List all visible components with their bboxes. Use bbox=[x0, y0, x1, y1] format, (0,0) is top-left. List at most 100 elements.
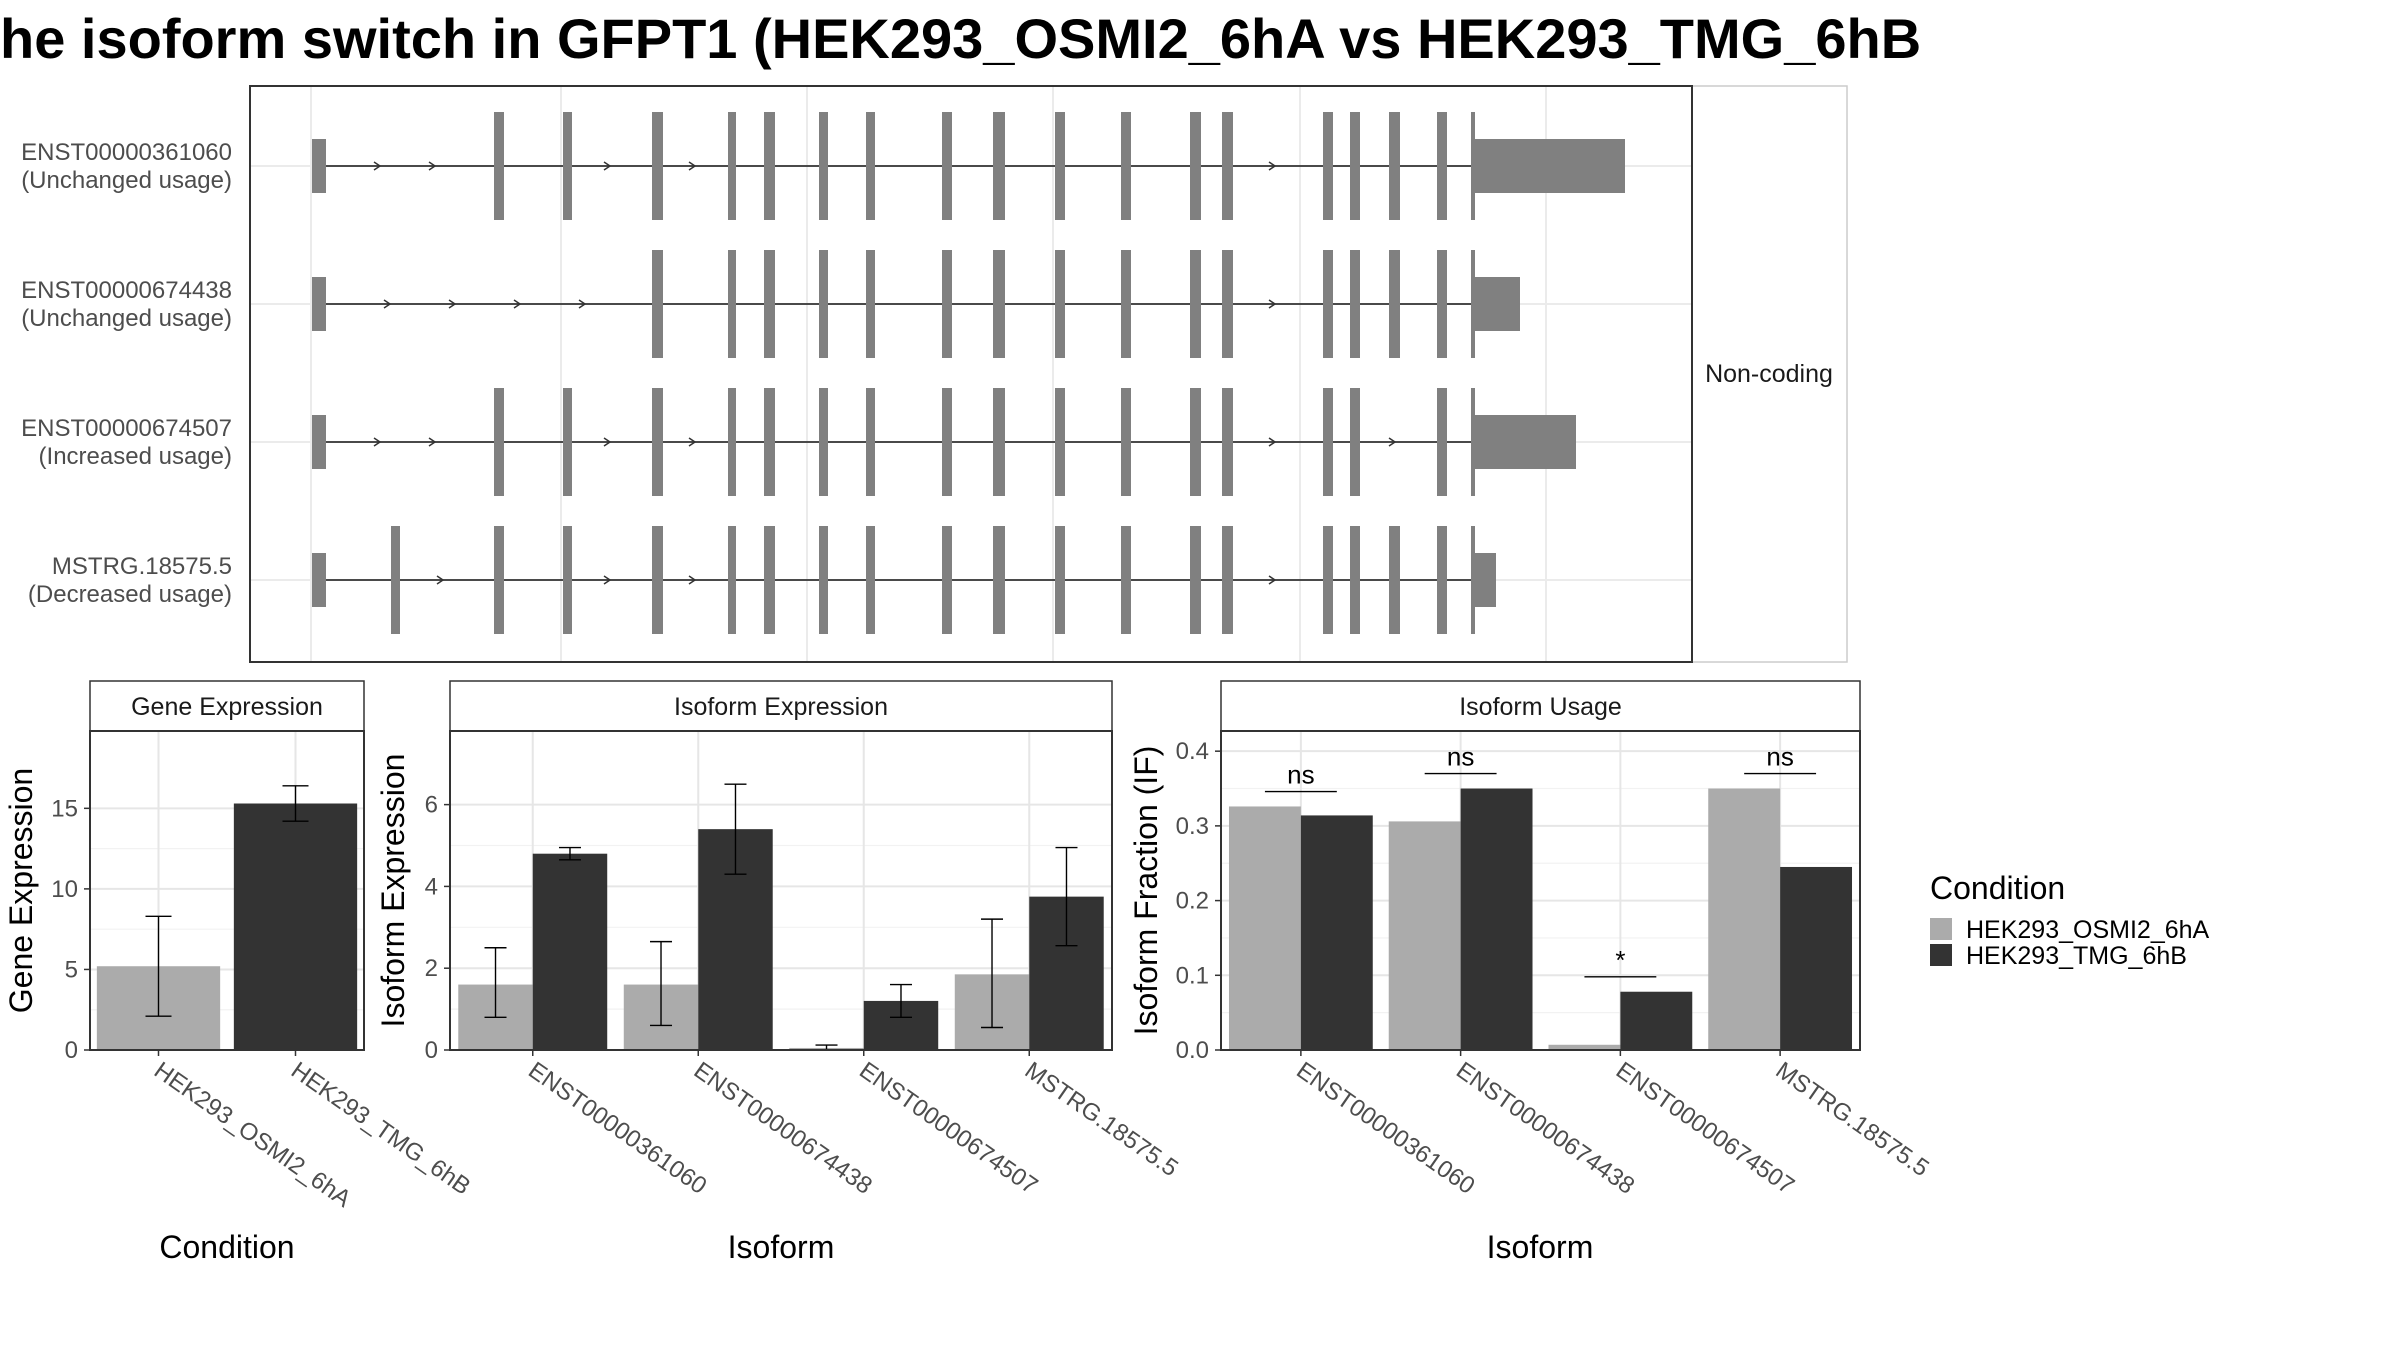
bar bbox=[1548, 1044, 1621, 1050]
exon bbox=[494, 112, 504, 220]
y-tick-label: 10 bbox=[51, 876, 78, 903]
strand-arrow bbox=[373, 437, 382, 447]
panel-border bbox=[1220, 730, 1861, 1051]
transcript-id: ENST00000361060 bbox=[21, 139, 232, 166]
exon bbox=[1055, 388, 1065, 496]
y-tick-label: 0 bbox=[425, 1037, 438, 1064]
bar bbox=[1708, 788, 1781, 1050]
exon bbox=[1389, 526, 1400, 634]
exon bbox=[942, 388, 952, 496]
exon bbox=[728, 250, 736, 358]
exon bbox=[1323, 388, 1333, 496]
transcript-id: ENST00000674507 bbox=[21, 415, 232, 442]
x-tick-label: ENST00000361060 bbox=[523, 1057, 711, 1200]
bar bbox=[233, 803, 358, 1050]
bar bbox=[1300, 815, 1373, 1050]
y-tick-label: 5 bbox=[65, 956, 78, 983]
strand-arrow bbox=[603, 575, 612, 585]
exon bbox=[1389, 112, 1400, 220]
exon-utr bbox=[1475, 139, 1625, 193]
bar bbox=[1620, 991, 1693, 1050]
strand-arrow bbox=[428, 161, 437, 171]
transcript-model bbox=[312, 112, 1625, 220]
transcript-model bbox=[312, 526, 1496, 634]
exon bbox=[1350, 526, 1360, 634]
exon bbox=[652, 388, 663, 496]
legend-label: HEK293_OSMI2_6hA bbox=[1966, 916, 2210, 944]
strand-arrow bbox=[383, 299, 392, 309]
exon bbox=[993, 388, 1005, 496]
exon bbox=[728, 526, 736, 634]
transcript-id: ENST00000674438 bbox=[21, 277, 232, 304]
exon bbox=[1190, 526, 1201, 634]
bar bbox=[1460, 788, 1533, 1050]
legend-label: HEK293_TMG_6hB bbox=[1966, 942, 2187, 970]
exon bbox=[993, 250, 1005, 358]
exon bbox=[1055, 526, 1065, 634]
exon bbox=[1471, 388, 1475, 496]
facet-strip bbox=[1691, 85, 1848, 663]
strand-arrow bbox=[1388, 437, 1397, 447]
exon bbox=[942, 526, 952, 634]
exon bbox=[563, 112, 572, 220]
exon bbox=[312, 277, 326, 331]
exon-utr bbox=[1475, 553, 1496, 607]
y-tick-label: 0.0 bbox=[1176, 1037, 1209, 1064]
exon bbox=[764, 250, 775, 358]
significance-label: * bbox=[1615, 945, 1625, 975]
panel-title: Isoform Usage bbox=[1459, 693, 1622, 721]
panel-title: Gene Expression bbox=[131, 693, 323, 721]
strand-arrow bbox=[448, 299, 457, 309]
strand-arrow bbox=[1268, 437, 1277, 447]
y-tick-label: 0.1 bbox=[1176, 962, 1209, 989]
significance-label: ns bbox=[1766, 742, 1793, 772]
exon bbox=[652, 112, 663, 220]
legend-swatch bbox=[1930, 918, 1952, 940]
exon bbox=[866, 526, 875, 634]
strand-arrow bbox=[513, 299, 522, 309]
exon bbox=[819, 388, 828, 496]
legend-title: Condition bbox=[1930, 870, 2065, 906]
exon bbox=[1121, 112, 1131, 220]
exon bbox=[1350, 250, 1360, 358]
panel-border bbox=[89, 730, 365, 1051]
x-axis-title: Condition bbox=[159, 1229, 294, 1265]
exon bbox=[866, 250, 875, 358]
exon bbox=[728, 388, 736, 496]
strand-arrow bbox=[1268, 575, 1277, 585]
y-tick-label: 0 bbox=[65, 1037, 78, 1064]
exon bbox=[866, 388, 875, 496]
exon bbox=[1190, 388, 1201, 496]
exon bbox=[1323, 250, 1333, 358]
transcript-model bbox=[312, 388, 1576, 496]
transcript-usage: (Unchanged usage) bbox=[21, 167, 232, 194]
transcript-model bbox=[312, 250, 1520, 358]
x-tick-label: ENST00000674507 bbox=[854, 1057, 1042, 1200]
exon bbox=[1471, 526, 1475, 634]
strand-arrow bbox=[436, 575, 445, 585]
exon bbox=[1121, 388, 1131, 496]
x-axis-title: Isoform bbox=[728, 1229, 835, 1265]
y-tick-label: 15 bbox=[51, 795, 78, 822]
exon bbox=[391, 526, 400, 634]
exon bbox=[1389, 250, 1400, 358]
strand-arrow bbox=[603, 437, 612, 447]
exon bbox=[1437, 388, 1447, 496]
exon bbox=[728, 112, 736, 220]
x-tick-label: ENST00000674438 bbox=[689, 1057, 877, 1200]
exon bbox=[819, 526, 828, 634]
y-axis-title: Isoform Expression bbox=[375, 754, 411, 1028]
exon bbox=[1437, 250, 1447, 358]
bar bbox=[1228, 806, 1301, 1050]
exon bbox=[1222, 526, 1233, 634]
strand-arrow bbox=[688, 161, 697, 171]
panel-strip bbox=[1220, 680, 1861, 732]
exon bbox=[1190, 250, 1201, 358]
exon bbox=[652, 526, 663, 634]
exon bbox=[764, 112, 775, 220]
exon bbox=[1323, 112, 1333, 220]
y-tick-label: 0.2 bbox=[1176, 888, 1209, 915]
exon bbox=[563, 388, 572, 496]
strand-arrow bbox=[688, 437, 697, 447]
